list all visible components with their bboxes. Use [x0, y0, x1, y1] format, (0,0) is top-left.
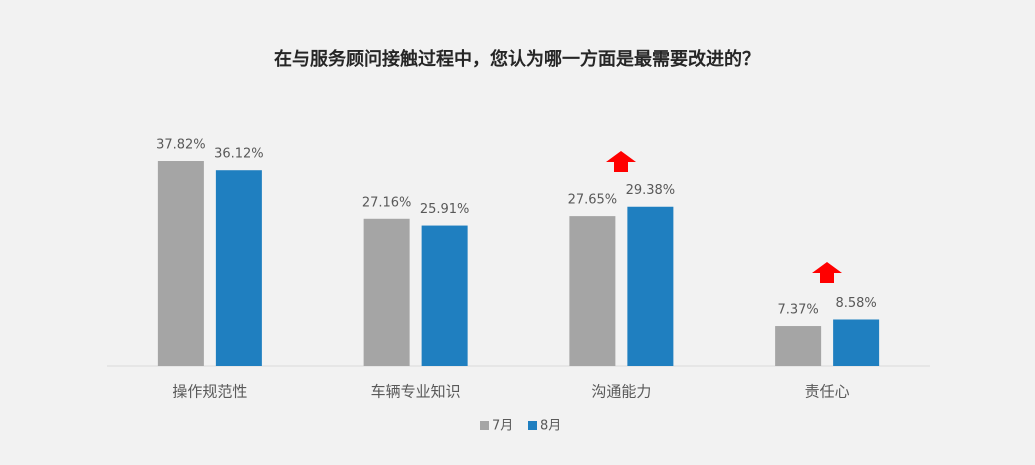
bar [421, 225, 468, 366]
value-label: 29.38% [626, 183, 676, 198]
value-label: 25.91% [420, 202, 470, 217]
bar [363, 218, 410, 366]
bar [833, 319, 880, 366]
increase-arrow [606, 151, 636, 172]
value-label: 8.58% [835, 296, 876, 311]
increase-arrow [812, 262, 842, 283]
chart-title: 在与服务顾问接触过程中，您认为哪一方面是最需要改进的？ [274, 48, 760, 70]
value-label: 7.37% [777, 303, 818, 318]
legend-swatch [480, 421, 489, 430]
x-tick-label: 沟通能力 [591, 383, 651, 401]
value-label: 27.65% [568, 193, 618, 208]
bar [569, 216, 616, 366]
x-tick-label: 责任心 [805, 383, 850, 401]
legend-label: 7月 [492, 419, 513, 434]
bar [157, 161, 204, 366]
legend-label: 8月 [540, 419, 561, 434]
bar [775, 326, 822, 366]
value-label: 36.12% [214, 147, 264, 162]
x-tick-label: 操作规范性 [172, 383, 247, 401]
x-tick-label: 车辆专业知识 [371, 383, 461, 401]
bar [627, 206, 674, 366]
value-label: 27.16% [362, 195, 412, 210]
value-label: 37.82% [156, 138, 206, 153]
bar [215, 170, 262, 366]
legend-swatch [528, 421, 537, 430]
